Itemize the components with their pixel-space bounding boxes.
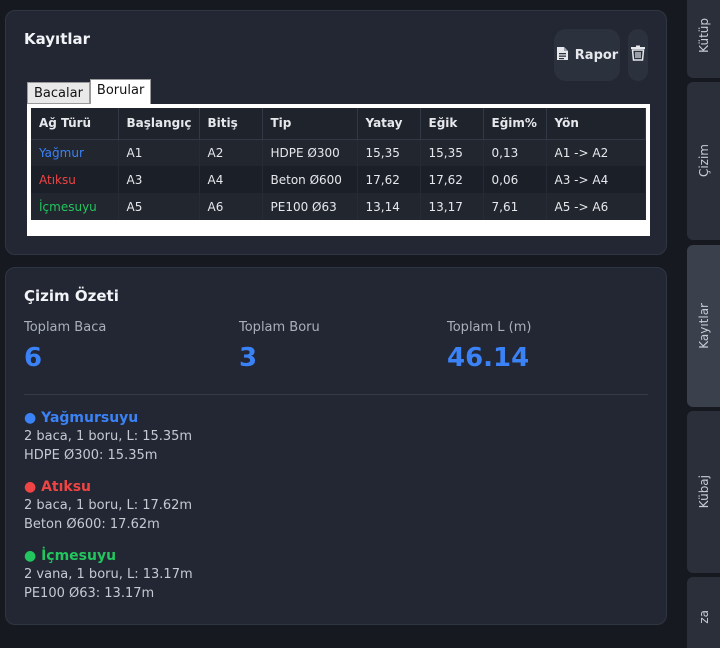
sidebar-tab-label: Çizim xyxy=(696,144,711,178)
slant-length-cell: 15,35 xyxy=(420,139,484,166)
network-detail: 2 baca, 1 boru, L: 15.35m xyxy=(24,429,193,444)
network-summary-wastewater: ● Atıksu 2 baca, 1 boru, L: 17.62m Beton… xyxy=(24,479,192,533)
slant-length-cell: 17,62 xyxy=(420,166,484,193)
network-detail: Beton Ø600: 17.62m xyxy=(24,517,160,532)
summary-title: Çizim Özeti xyxy=(24,287,119,305)
main-area: Kayıtlar Rapor xyxy=(5,10,667,625)
sidebar-tab-library[interactable]: Kütüp xyxy=(687,0,720,78)
slope-cell: 0,06 xyxy=(483,166,547,193)
network-type-cell: Atıksu xyxy=(31,166,119,193)
direction-cell: A5 -> A6 xyxy=(546,193,646,220)
stat-total-manholes: Toplam Baca 6 xyxy=(24,320,106,373)
direction-cell: A3 -> A4 xyxy=(546,166,646,193)
column-header[interactable]: Ağ Türü xyxy=(31,108,119,140)
start-cell: A1 xyxy=(118,139,200,166)
slope-cell: 0,13 xyxy=(483,139,547,166)
network-detail: HDPE Ø300: 15.35m xyxy=(24,448,158,463)
horizontal-length-cell: 17,62 xyxy=(357,166,421,193)
end-cell: A4 xyxy=(199,166,263,193)
table-header-row: Ağ Türü Başlangıç Bitiş Tip Yatay Eğik E… xyxy=(31,108,646,140)
column-header[interactable]: Bitiş xyxy=(199,108,263,140)
sidebar-tab-label: Kütüp xyxy=(696,17,711,53)
network-detail: 2 vana, 1 boru, L: 13.17m xyxy=(24,567,193,582)
horizontal-length-cell: 15,35 xyxy=(357,139,421,166)
network-title: ● İçmesuyu xyxy=(24,548,117,564)
pipes-table-container: Ağ Türü Başlangıç Bitiş Tip Yatay Eğik E… xyxy=(27,104,650,236)
slant-length-cell: 13,17 xyxy=(420,193,484,220)
column-header[interactable]: Eğik xyxy=(420,108,484,140)
trash-icon xyxy=(630,45,646,65)
network-type-cell: İçmesuyu xyxy=(31,193,119,220)
stat-label: Toplam L (m) xyxy=(447,320,532,335)
report-label: Rapor xyxy=(574,47,619,63)
records-panel: Kayıtlar Rapor xyxy=(5,10,667,255)
sidebar-tab-label: Kübaj xyxy=(696,475,711,509)
sidebar-tab-drawing[interactable]: Çizim xyxy=(687,82,720,240)
stat-value: 6 xyxy=(24,343,43,373)
stat-label: Toplam Baca xyxy=(24,320,107,335)
table-row[interactable]: İçmesuyu A5 A6 PE100 Ø63 13,14 13,17 7,6… xyxy=(31,193,646,220)
report-button[interactable]: Rapor xyxy=(554,29,620,81)
delete-button[interactable] xyxy=(628,29,648,81)
start-cell: A5 xyxy=(118,193,200,220)
network-summary-stormwater: ● Yağmursuyu 2 baca, 1 boru, L: 15.35m H… xyxy=(24,410,192,464)
sidebar-tab-kubaj[interactable]: Kübaj xyxy=(687,411,720,573)
stat-total-pipes: Toplam Boru 3 xyxy=(239,320,320,373)
end-cell: A6 xyxy=(199,193,263,220)
record-tabs: Bacalar Borular xyxy=(27,79,152,104)
horizontal-length-cell: 13,14 xyxy=(357,193,421,220)
divider xyxy=(24,394,648,395)
stat-label: Toplam Boru xyxy=(239,320,320,335)
tab-bacalar[interactable]: Bacalar xyxy=(27,82,90,104)
stat-value: 3 xyxy=(239,343,258,373)
network-title: ● Atıksu xyxy=(24,479,92,495)
column-header[interactable]: Yatay xyxy=(357,108,421,140)
pipes-table: Ağ Türü Başlangıç Bitiş Tip Yatay Eğik E… xyxy=(31,108,646,220)
records-title: Kayıtlar xyxy=(24,30,91,48)
stat-total-length: Toplam L (m) 46.14 xyxy=(447,320,532,373)
tab-borular[interactable]: Borular xyxy=(89,79,152,104)
column-header[interactable]: Eğim% xyxy=(483,108,547,140)
right-sidebar: Kütüp Çizim Kayıtlar Kübaj za xyxy=(686,0,720,648)
sidebar-tab-records[interactable]: Kayıtlar xyxy=(687,245,720,407)
end-cell: A2 xyxy=(199,139,263,166)
stat-value: 46.14 xyxy=(447,343,530,373)
table-row[interactable]: Yağmur A1 A2 HDPE Ø300 15,35 15,35 0,13 … xyxy=(31,139,646,166)
document-icon xyxy=(556,46,569,65)
start-cell: A3 xyxy=(118,166,200,193)
sidebar-tab-more[interactable]: za xyxy=(687,577,720,648)
pipe-type-cell: PE100 Ø63 xyxy=(262,193,358,220)
direction-cell: A1 -> A2 xyxy=(546,139,646,166)
table-row[interactable]: Atıksu A3 A4 Beton Ø600 17,62 17,62 0,06… xyxy=(31,166,646,193)
column-header[interactable]: Tip xyxy=(262,108,358,140)
pipe-type-cell: HDPE Ø300 xyxy=(262,139,358,166)
pipe-type-cell: Beton Ø600 xyxy=(262,166,358,193)
column-header[interactable]: Başlangıç xyxy=(118,108,200,140)
column-header[interactable]: Yön xyxy=(546,108,646,140)
sidebar-tab-label: Kayıtlar xyxy=(696,303,711,349)
network-title: ● Yağmursuyu xyxy=(24,410,139,426)
sidebar-tab-label: za xyxy=(696,610,711,624)
network-detail: 2 baca, 1 boru, L: 17.62m xyxy=(24,498,193,513)
summary-panel: Çizim Özeti Toplam Baca 6 Toplam Boru 3 … xyxy=(5,267,667,625)
slope-cell: 7,61 xyxy=(483,193,547,220)
network-type-cell: Yağmur xyxy=(31,139,119,166)
network-summary-drinking-water: ● İçmesuyu 2 vana, 1 boru, L: 13.17m PE1… xyxy=(24,548,193,602)
network-detail: PE100 Ø63: 13.17m xyxy=(24,586,155,601)
